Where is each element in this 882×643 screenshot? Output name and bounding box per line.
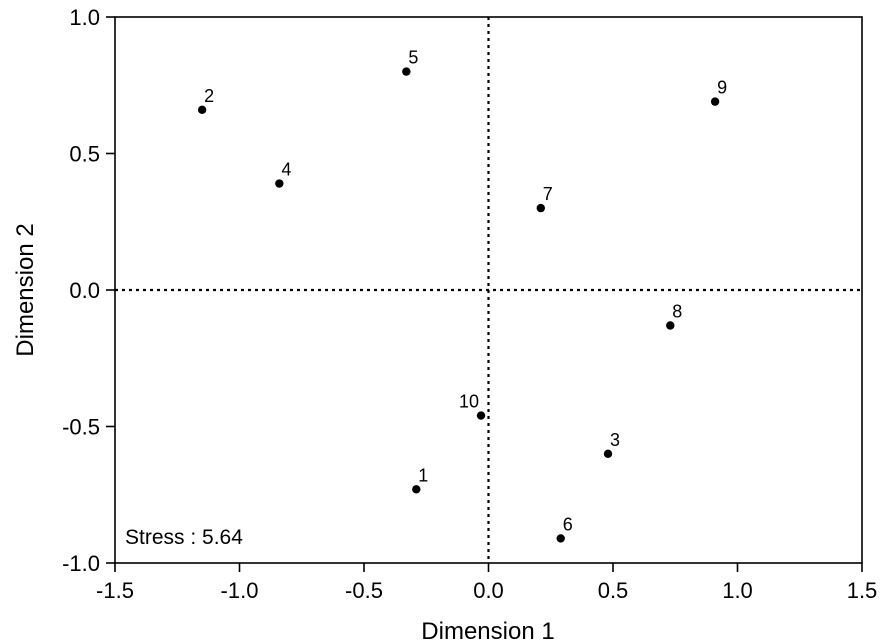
point-label: 3	[610, 430, 620, 450]
x-tick-label: 0.0	[473, 578, 504, 603]
data-points: 1 2 3 4 5 6 7 8 9 10	[197, 48, 727, 543]
point-label: 6	[563, 514, 573, 534]
point-label: 2	[204, 86, 214, 106]
x-axis-ticks: -1.5 -1.0 -0.5 0.0 0.5 1.0 1.5	[96, 563, 877, 603]
y-tick-label: -0.5	[62, 415, 100, 440]
point-label: 8	[672, 301, 682, 321]
data-point	[556, 534, 565, 543]
x-axis-title: Dimension 1	[421, 618, 554, 643]
point-label: 4	[281, 160, 291, 180]
point-label: 5	[408, 48, 418, 68]
x-tick-label: 1.0	[722, 578, 753, 603]
y-tick-label: 0.5	[69, 142, 100, 167]
data-point	[603, 449, 613, 458]
data-point	[666, 321, 675, 330]
stress-annotation: Stress : 5.64	[125, 526, 243, 549]
x-tick-label: -0.5	[345, 578, 383, 603]
x-tick-label: 1.5	[847, 578, 878, 603]
y-tick-label: -1.0	[62, 551, 100, 576]
y-axis-ticks: -1.0 -0.5 0.0 0.5 1.0	[62, 5, 115, 576]
data-point	[197, 105, 207, 115]
data-point	[402, 67, 411, 76]
point-label: 9	[717, 78, 727, 98]
data-point	[476, 411, 486, 420]
point-label: 1	[418, 465, 428, 485]
reference-lines	[115, 17, 862, 563]
data-point	[710, 97, 720, 106]
x-tick-label: 0.5	[598, 578, 629, 603]
x-tick-label: -1.5	[96, 578, 134, 603]
x-tick-label: -1.0	[221, 578, 259, 603]
data-point	[412, 485, 421, 494]
data-point	[536, 203, 545, 213]
y-tick-label: 1.0	[69, 5, 100, 30]
point-label: 10	[459, 392, 479, 412]
data-point	[275, 179, 284, 188]
y-tick-label: 0.0	[69, 278, 100, 303]
y-axis-title: Dimension 2	[12, 223, 39, 356]
point-label: 7	[543, 184, 553, 204]
